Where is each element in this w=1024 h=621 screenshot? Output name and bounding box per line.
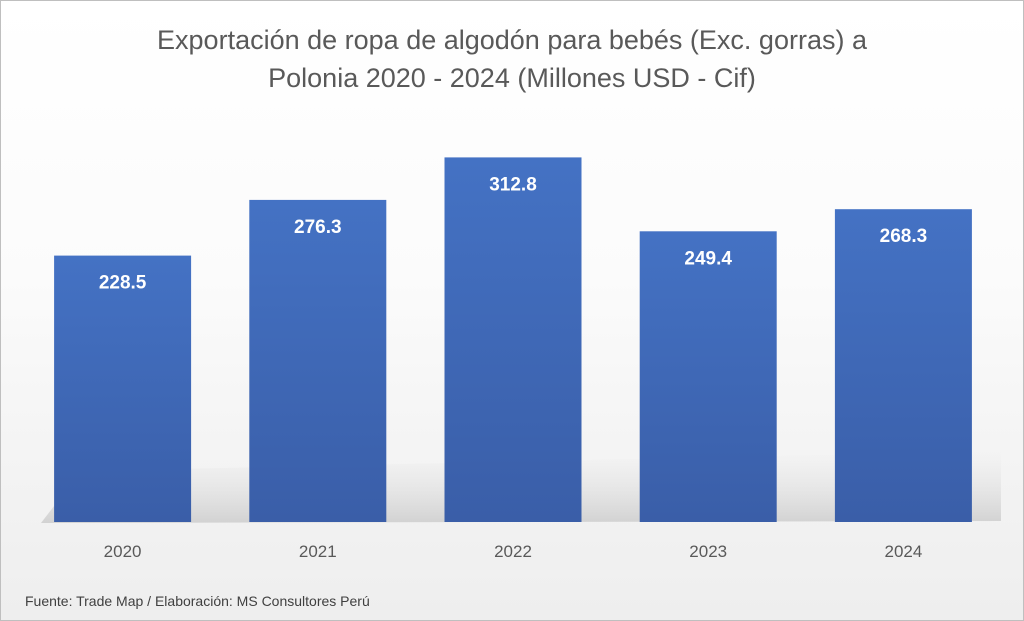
data-label-2023: 249.4: [684, 248, 732, 269]
bar-2022: [444, 157, 582, 522]
x-tick-label-2022: 2022: [494, 542, 532, 561]
bar-2024: [834, 209, 972, 522]
bar-2023: [639, 231, 777, 523]
x-tick-label-2021: 2021: [299, 542, 337, 561]
x-tick-label-2023: 2023: [689, 542, 727, 561]
data-label-2020: 228.5: [99, 273, 147, 294]
data-label-2024: 268.3: [880, 226, 928, 247]
chart-title-line-1: Exportación de ropa de algodón para bebé…: [157, 25, 867, 55]
data-label-2021: 276.3: [294, 217, 342, 238]
source-note: Fuente: Trade Map / Elaboración: MS Cons…: [25, 593, 370, 609]
chart-title-line-2: Polonia 2020 - 2024 (Millones USD - Cif): [268, 63, 756, 93]
x-tick-label-2020: 2020: [104, 542, 142, 561]
chart-title: Exportación de ropa de algodón para bebé…: [1, 21, 1023, 97]
x-tick-label-2024: 2024: [884, 542, 922, 561]
bar-2020: [54, 255, 192, 522]
data-label-2022: 312.8: [489, 174, 537, 195]
bar-2021: [249, 199, 387, 522]
